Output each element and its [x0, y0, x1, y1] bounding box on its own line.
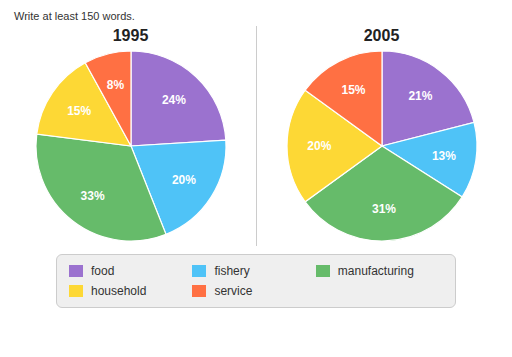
- svg-text:8%: 8%: [106, 78, 124, 92]
- html-text:fishery: fishery: [214, 264, 250, 278]
- html-text:1995: 1995: [112, 27, 149, 44]
- html-text:2005: 2005: [363, 27, 400, 44]
- html-text:service: service: [214, 284, 253, 298]
- svg-text:13%: 13%: [431, 149, 455, 163]
- svg-text:15%: 15%: [341, 83, 365, 97]
- svg-text:20%: 20%: [307, 139, 331, 153]
- svg-text:20%: 20%: [171, 173, 195, 187]
- svg-text:21%: 21%: [408, 89, 432, 103]
- html-text:food: food: [91, 264, 115, 278]
- svg-text:33%: 33%: [80, 189, 104, 203]
- svg-text:24%: 24%: [161, 93, 185, 107]
- svg-text:31%: 31%: [371, 202, 395, 216]
- html-text:manufacturing: manufacturing: [337, 264, 414, 278]
- svg-text:15%: 15%: [67, 104, 91, 118]
- html-text:household: household: [91, 284, 147, 298]
- html-text:Write at least 150 words.: Write at least 150 words.: [14, 10, 135, 22]
